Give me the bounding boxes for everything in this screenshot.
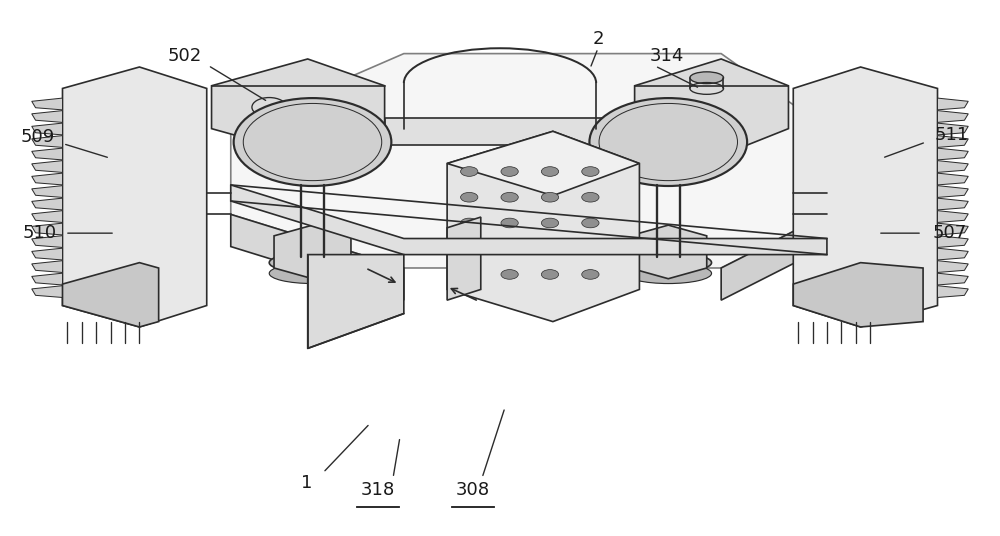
Polygon shape: [32, 98, 62, 110]
Text: 507: 507: [933, 224, 967, 242]
Circle shape: [501, 270, 518, 279]
Polygon shape: [721, 214, 827, 300]
Circle shape: [461, 270, 478, 279]
Text: 2: 2: [592, 29, 604, 48]
Polygon shape: [32, 260, 62, 272]
Polygon shape: [385, 118, 615, 145]
Polygon shape: [32, 198, 62, 210]
Circle shape: [501, 218, 518, 228]
Polygon shape: [793, 263, 923, 327]
Text: 511: 511: [935, 126, 969, 144]
Polygon shape: [32, 248, 62, 260]
Polygon shape: [308, 255, 404, 348]
Text: 318: 318: [361, 481, 395, 500]
Polygon shape: [32, 136, 62, 147]
Text: 509: 509: [21, 128, 55, 146]
Polygon shape: [937, 223, 968, 235]
Polygon shape: [62, 67, 207, 327]
Polygon shape: [635, 59, 788, 155]
Text: 308: 308: [456, 481, 490, 500]
Polygon shape: [231, 214, 404, 300]
Circle shape: [541, 167, 559, 176]
Circle shape: [582, 167, 599, 176]
Ellipse shape: [269, 252, 356, 273]
Circle shape: [582, 244, 599, 254]
Polygon shape: [32, 110, 62, 122]
Circle shape: [582, 270, 599, 279]
Polygon shape: [32, 223, 62, 235]
Polygon shape: [447, 217, 481, 300]
Circle shape: [501, 192, 518, 202]
Ellipse shape: [625, 263, 712, 284]
Polygon shape: [937, 273, 968, 285]
Polygon shape: [937, 110, 968, 122]
Text: 502: 502: [168, 47, 202, 65]
Polygon shape: [937, 173, 968, 185]
Polygon shape: [793, 67, 937, 327]
Circle shape: [234, 98, 391, 186]
Ellipse shape: [269, 263, 356, 284]
Polygon shape: [32, 123, 62, 135]
Circle shape: [541, 244, 559, 254]
Polygon shape: [937, 148, 968, 160]
Polygon shape: [32, 211, 62, 222]
Polygon shape: [937, 286, 968, 297]
Polygon shape: [231, 54, 827, 268]
Polygon shape: [937, 198, 968, 210]
Polygon shape: [447, 131, 639, 196]
Polygon shape: [937, 98, 968, 110]
Circle shape: [541, 270, 559, 279]
Polygon shape: [32, 236, 62, 248]
Circle shape: [461, 218, 478, 228]
Ellipse shape: [690, 72, 724, 84]
Polygon shape: [32, 148, 62, 160]
Polygon shape: [231, 185, 827, 255]
Polygon shape: [32, 185, 62, 197]
Circle shape: [501, 244, 518, 254]
Polygon shape: [630, 225, 707, 279]
Circle shape: [582, 218, 599, 228]
Polygon shape: [62, 263, 159, 327]
Ellipse shape: [625, 252, 712, 273]
Circle shape: [589, 98, 747, 186]
Polygon shape: [32, 286, 62, 297]
Polygon shape: [937, 260, 968, 272]
Polygon shape: [937, 236, 968, 248]
Polygon shape: [212, 59, 385, 155]
Circle shape: [501, 167, 518, 176]
Polygon shape: [32, 173, 62, 185]
Polygon shape: [937, 123, 968, 135]
Text: 1: 1: [301, 474, 313, 493]
Polygon shape: [274, 225, 351, 279]
Text: 314: 314: [650, 47, 684, 65]
Polygon shape: [32, 161, 62, 173]
Polygon shape: [937, 185, 968, 197]
Circle shape: [461, 192, 478, 202]
Polygon shape: [937, 136, 968, 147]
Circle shape: [461, 167, 478, 176]
Circle shape: [461, 244, 478, 254]
Polygon shape: [937, 161, 968, 173]
Circle shape: [582, 192, 599, 202]
Polygon shape: [937, 248, 968, 260]
Text: 510: 510: [23, 224, 57, 242]
Circle shape: [541, 192, 559, 202]
Polygon shape: [447, 131, 639, 322]
Polygon shape: [32, 273, 62, 285]
Circle shape: [541, 218, 559, 228]
Polygon shape: [937, 211, 968, 222]
